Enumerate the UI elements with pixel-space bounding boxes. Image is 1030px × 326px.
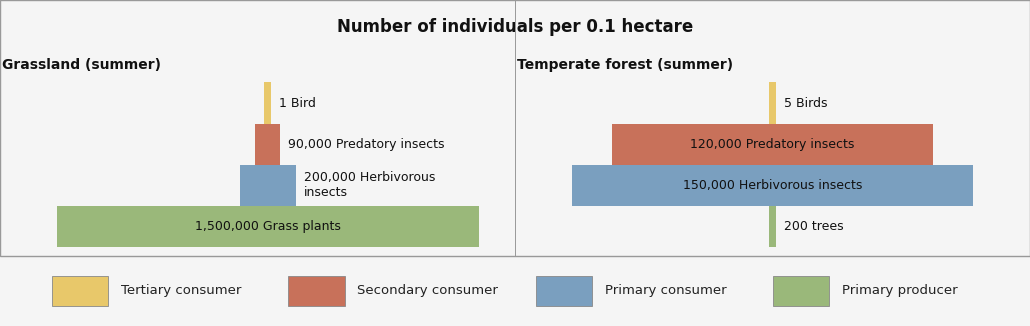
Text: Tertiary consumer: Tertiary consumer bbox=[121, 285, 241, 297]
Bar bbox=[264, 82, 271, 124]
Text: Temperate forest (summer): Temperate forest (summer) bbox=[517, 58, 733, 72]
Bar bbox=[772, 275, 829, 306]
Bar bbox=[536, 275, 592, 306]
Bar bbox=[768, 82, 777, 124]
Bar bbox=[572, 165, 973, 206]
Bar bbox=[768, 206, 777, 247]
Text: 1,500,000 Grass plants: 1,500,000 Grass plants bbox=[195, 220, 341, 233]
Bar bbox=[612, 124, 933, 165]
Text: 200 trees: 200 trees bbox=[784, 220, 844, 233]
Text: 120,000 Predatory insects: 120,000 Predatory insects bbox=[690, 138, 855, 151]
Bar bbox=[57, 206, 479, 247]
Text: Number of individuals per 0.1 hectare: Number of individuals per 0.1 hectare bbox=[337, 18, 693, 36]
Bar bbox=[288, 275, 345, 306]
Text: Primary producer: Primary producer bbox=[842, 285, 957, 297]
Bar bbox=[255, 124, 280, 165]
Text: Secondary consumer: Secondary consumer bbox=[357, 285, 499, 297]
Text: 90,000 Predatory insects: 90,000 Predatory insects bbox=[288, 138, 445, 151]
Text: 5 Birds: 5 Birds bbox=[784, 96, 827, 110]
Bar bbox=[240, 165, 296, 206]
Bar bbox=[52, 275, 108, 306]
Text: Grassland (summer): Grassland (summer) bbox=[2, 58, 161, 72]
Text: 1 Bird: 1 Bird bbox=[279, 96, 316, 110]
Text: 200,000 Herbivorous
insects: 200,000 Herbivorous insects bbox=[304, 171, 435, 200]
Text: Primary consumer: Primary consumer bbox=[605, 285, 726, 297]
Text: 150,000 Herbivorous insects: 150,000 Herbivorous insects bbox=[683, 179, 862, 192]
